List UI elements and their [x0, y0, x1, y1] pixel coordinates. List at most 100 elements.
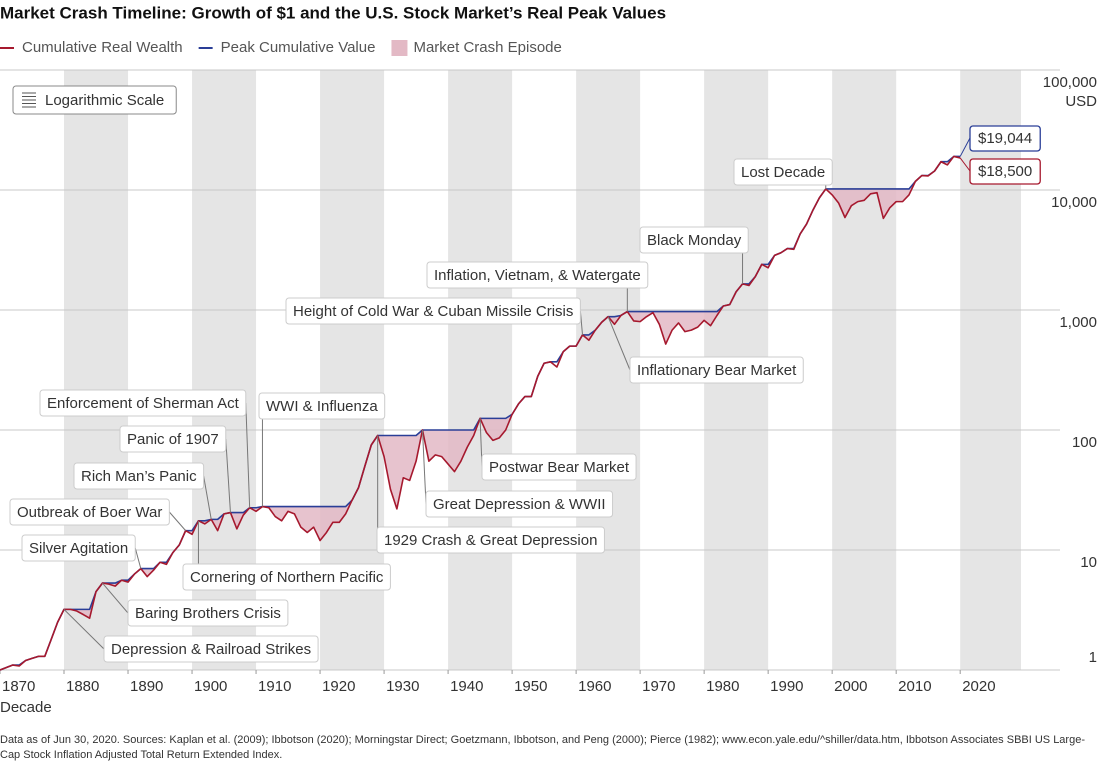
annotation-box — [639, 226, 749, 254]
annotation: Depression & Railroad Strikes — [63, 609, 319, 663]
decade-band — [448, 70, 513, 670]
scale-button[interactable]: Logarithmic Scale — [12, 85, 177, 115]
annotation-label: Panic of 1907 — [127, 431, 219, 448]
x-tick-label: 1950 — [514, 678, 547, 695]
annotation-connector — [168, 511, 187, 531]
y-unit: USD — [1065, 93, 1097, 110]
crash-episode — [608, 315, 621, 325]
decade-band — [64, 70, 129, 670]
annotation: Inflation, Vietnam, & Watergate — [426, 261, 649, 312]
annotation-connector — [245, 402, 251, 508]
annotation-label: Baring Brothers Crisis — [135, 605, 281, 622]
annotation-label: Postwar Bear Market — [489, 459, 630, 476]
y-tick-label: 100,000 — [1043, 74, 1097, 91]
annotation-box — [182, 563, 391, 591]
annotation-connector — [102, 582, 129, 614]
annotation: WWI & Influenza — [258, 392, 386, 507]
annotation-box — [426, 261, 649, 289]
x-tick-label: 2010 — [898, 678, 931, 695]
annotation-box — [376, 526, 605, 554]
annotation-connector — [607, 316, 631, 371]
annotation-label: Inflationary Bear Market — [637, 362, 797, 379]
legend-label: Cumulative Real Wealth — [22, 39, 183, 56]
annotation-box — [258, 392, 386, 420]
y-tick-label: 1 — [1089, 649, 1097, 666]
crash-episode — [627, 305, 724, 345]
annotation-connector — [134, 547, 142, 569]
legend-label: Market Crash Episode — [413, 39, 561, 56]
annotation: 1929 Crash & Great Depression — [376, 435, 605, 554]
annotation: Panic of 1907 — [119, 425, 231, 513]
annotation-box — [127, 599, 289, 627]
end-connector — [959, 137, 971, 157]
end-connector — [959, 157, 971, 172]
x-tick-label: 2000 — [834, 678, 867, 695]
annotation: Inflationary Bear Market — [607, 316, 804, 384]
x-tick-label: 1940 — [450, 678, 483, 695]
annotation: Silver Agitation — [21, 534, 142, 569]
annotation-label: Lost Decade — [741, 164, 825, 181]
scale-button-box — [12, 85, 177, 115]
annotation-label: 1929 Crash & Great Depression — [384, 532, 597, 549]
scale-button-label: Logarithmic Scale — [45, 92, 164, 109]
x-tick-label: 1910 — [258, 678, 291, 695]
x-tick-label: 1930 — [386, 678, 419, 695]
annotation-box — [21, 534, 136, 562]
y-tick-label: 10 — [1080, 554, 1097, 571]
crash-episode — [211, 513, 225, 531]
end-label-box — [969, 125, 1041, 152]
decade-band — [832, 70, 897, 670]
crash-episode — [422, 418, 481, 472]
annotation: Enforcement of Sherman Act — [39, 389, 251, 508]
crash-episode — [64, 591, 97, 619]
annotation: Outbreak of Boer War — [9, 498, 187, 531]
x-tick-label: 1870 — [2, 678, 35, 695]
end-label-text: $18,500 — [978, 163, 1032, 180]
x-tick-label: 1880 — [66, 678, 99, 695]
crash-episode — [825, 181, 916, 219]
x-tick-label: 1920 — [322, 678, 355, 695]
footnote: Data as of Jun 30, 2020. Sources: Kaplan… — [0, 734, 1085, 761]
annotation-box — [733, 158, 833, 186]
x-tick-label: 1970 — [642, 678, 675, 695]
annotation-connector — [203, 475, 212, 520]
crash-episode — [140, 562, 161, 577]
y-tick-label: 10,000 — [1051, 194, 1097, 211]
annotation-label: Enforcement of Sherman Act — [47, 395, 240, 412]
y-tick-label: 1,000 — [1059, 314, 1097, 331]
annotation-connector — [421, 429, 427, 505]
annotation-connector — [63, 609, 105, 650]
legend-swatch — [391, 40, 408, 56]
decade-band — [576, 70, 641, 670]
annotation: Baring Brothers Crisis — [102, 582, 289, 627]
annotation-box — [629, 356, 804, 384]
end-label: $18,500 — [959, 157, 1041, 185]
annotation-box — [119, 425, 227, 453]
crash-episode — [262, 500, 353, 541]
annotation-label: Height of Cold War & Cuban Missile Crisi… — [293, 303, 573, 320]
annotation-connector — [225, 438, 231, 513]
annotation: Postwar Bear Market — [479, 418, 637, 481]
annotation-box — [285, 297, 581, 325]
x-tick-label: 1900 — [194, 678, 227, 695]
x-tick-label: 1890 — [130, 678, 163, 695]
y-tick-label: 100 — [1072, 434, 1097, 451]
chart-title: Market Crash Timeline: Growth of $1 and … — [0, 3, 666, 22]
annotation-label: Silver Agitation — [29, 540, 128, 557]
annotation-label: Depression & Railroad Strikes — [111, 641, 311, 658]
end-label: $19,044 — [959, 125, 1041, 157]
annotation-box — [9, 498, 170, 526]
annotation-label: Black Monday — [647, 232, 742, 249]
annotation-label: Inflation, Vietnam, & Watergate — [434, 267, 641, 284]
annotation: Lost Decade — [733, 158, 833, 189]
x-tick-label: 1960 — [578, 678, 611, 695]
chart: Market Crash Timeline: Growth of $1 and … — [0, 3, 1097, 716]
x-tick-label: 1990 — [770, 678, 803, 695]
annotation: Black Monday — [639, 226, 749, 284]
annotation-box — [425, 490, 614, 518]
x-tick-label: 2020 — [962, 678, 995, 695]
end-label-box — [969, 158, 1041, 185]
annotation-box — [39, 389, 247, 417]
annotation: Rich Man’s Panic — [73, 462, 212, 520]
